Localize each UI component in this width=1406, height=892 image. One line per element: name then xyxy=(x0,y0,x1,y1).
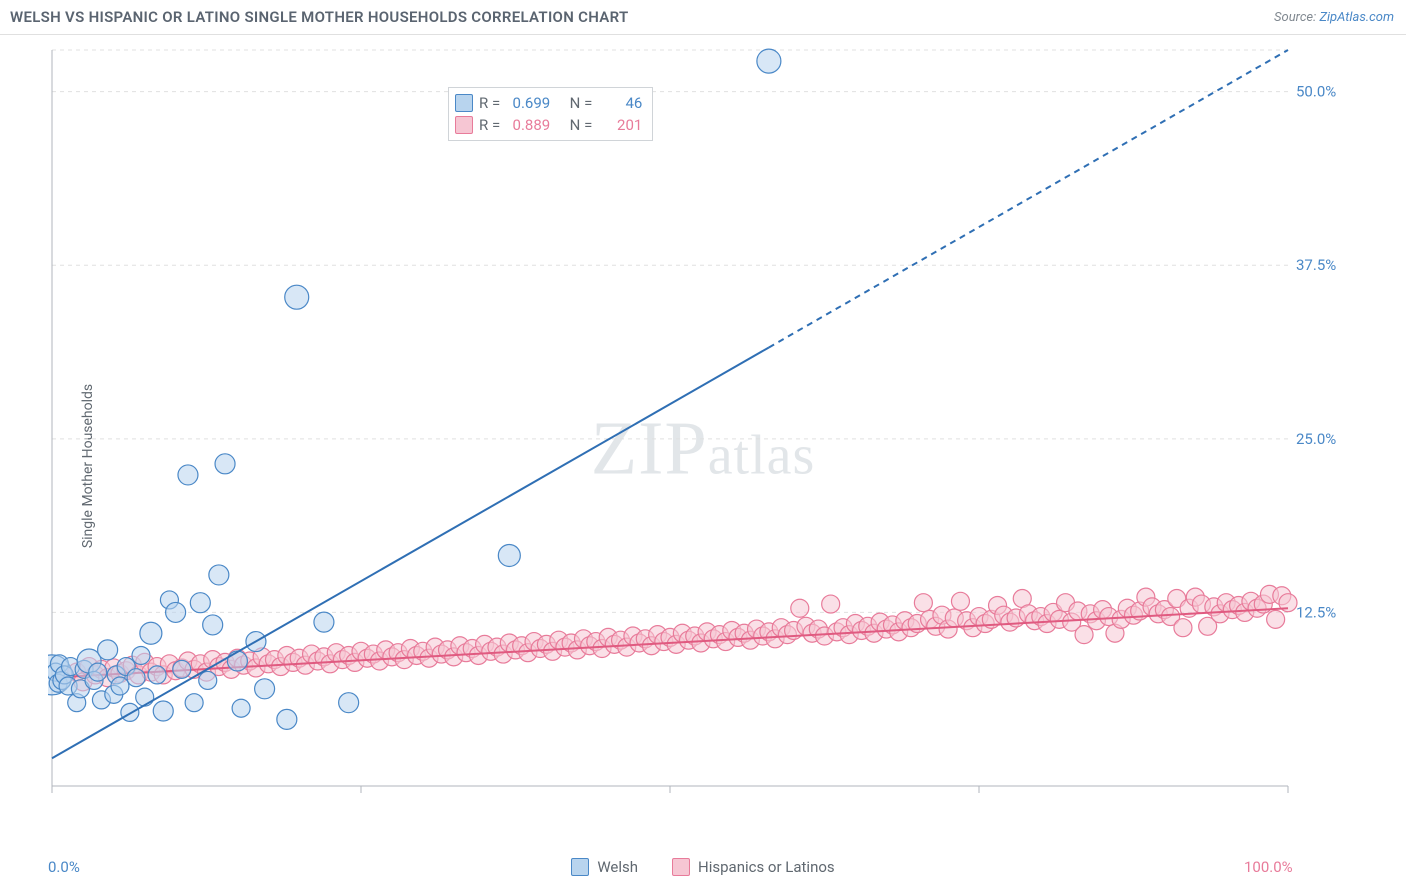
source-prefix-label: Source: xyxy=(1274,10,1319,25)
legend-r-value: 0.699 xyxy=(506,94,550,112)
correlation-legend: R = 0.699 N = 46 R = 0.889 N = 201 xyxy=(448,87,653,141)
legend-swatch xyxy=(455,116,473,134)
y-tick-label: 37.5% xyxy=(1296,256,1336,274)
series-legend-item: Hispanics or Latinos xyxy=(672,858,835,876)
legend-n-value: 201 xyxy=(598,116,642,134)
legend-r-value: 0.889 xyxy=(506,116,550,134)
legend-n-label: N = xyxy=(570,94,593,112)
series-legend: Welsh Hispanics or Latinos xyxy=(0,858,1406,876)
legend-swatch xyxy=(672,858,690,876)
legend-swatch xyxy=(455,94,473,112)
series-legend-label: Welsh xyxy=(597,858,638,876)
x-axis-min-label: 0.0% xyxy=(48,858,80,876)
legend-n-value: 46 xyxy=(598,94,642,112)
chart-header: WELSH VS HISPANIC OR LATINO SINGLE MOTHE… xyxy=(0,0,1406,35)
legend-swatch xyxy=(571,858,589,876)
y-tick-label: 25.0% xyxy=(1296,430,1336,448)
chart-area: Single Mother Households ZIPatlas 12.5%2… xyxy=(0,40,1406,892)
source-attribution: Source: ZipAtlas.com xyxy=(1274,10,1394,25)
series-legend-item: Welsh xyxy=(571,858,638,876)
scatter-plot: 12.5% 25.0% 37.5% 50.0% xyxy=(48,46,1348,834)
legend-n-label: N = xyxy=(570,116,593,134)
chart-title: WELSH VS HISPANIC OR LATINO SINGLE MOTHE… xyxy=(10,8,629,26)
series-legend-label: Hispanics or Latinos xyxy=(698,858,835,876)
x-axis-max-label: 100.0% xyxy=(1244,858,1293,876)
legend-r-label: R = xyxy=(479,94,500,112)
legend-r-label: R = xyxy=(479,116,500,134)
legend-row: R = 0.889 N = 201 xyxy=(455,114,642,136)
legend-row: R = 0.699 N = 46 xyxy=(455,92,642,114)
source-link[interactable]: ZipAtlas.com xyxy=(1319,10,1394,25)
y-tick-label: 12.5% xyxy=(1296,603,1336,621)
y-tick-label: 50.0% xyxy=(1296,83,1336,101)
